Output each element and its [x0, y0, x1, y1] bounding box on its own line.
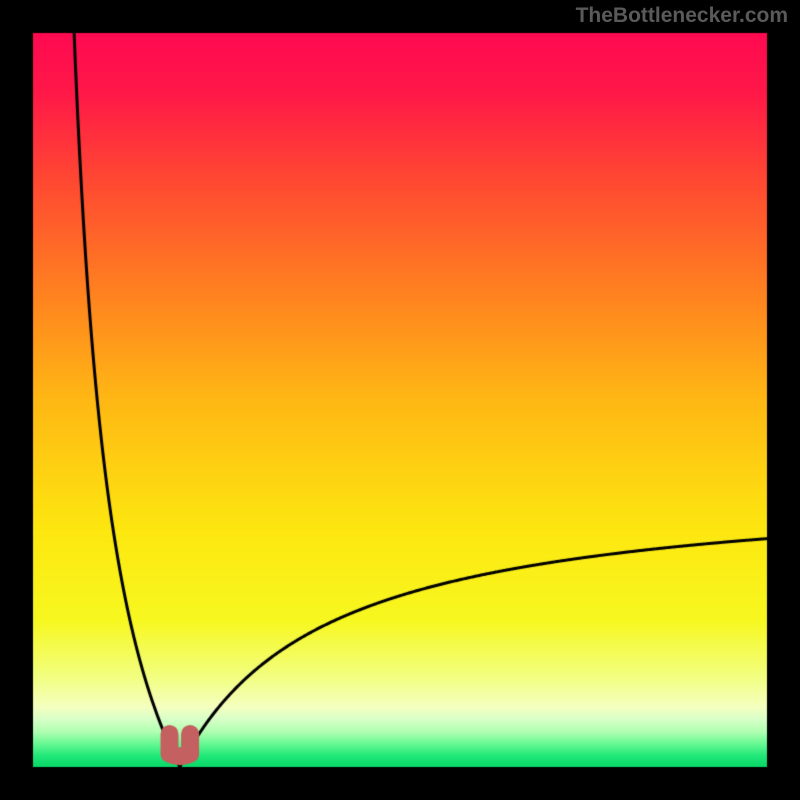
bottleneck-curve-chart [0, 0, 800, 800]
figure-container: TheBottlenecker.com [0, 0, 800, 800]
